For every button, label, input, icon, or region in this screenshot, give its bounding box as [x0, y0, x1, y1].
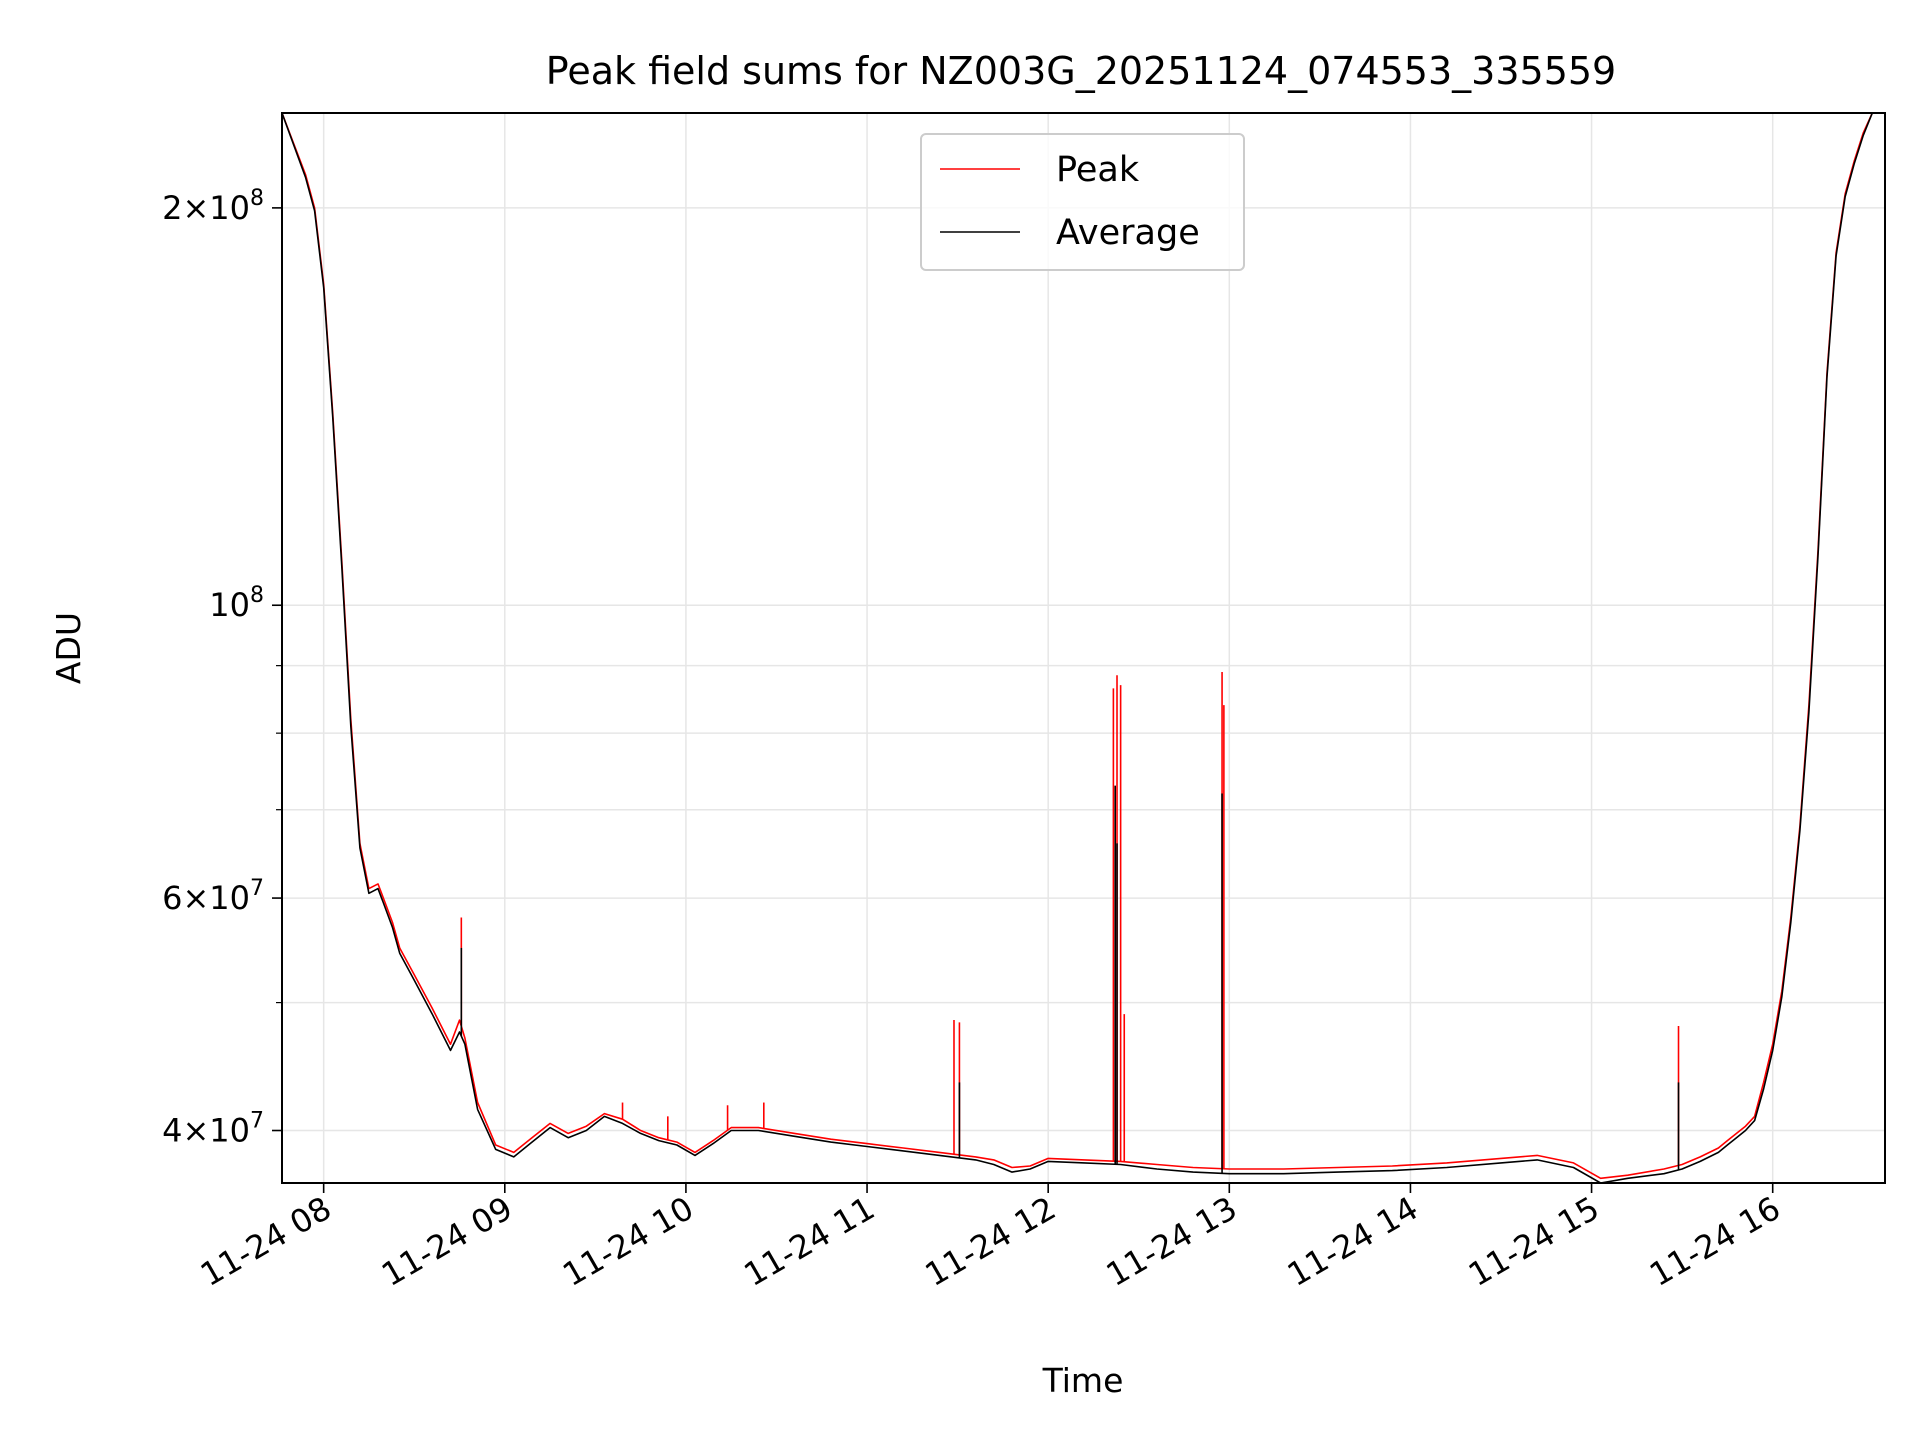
plot-area: [282, 113, 1882, 1183]
axes-frame: [281, 112, 1886, 1184]
y-tick-mantissa: 2×10: [162, 189, 250, 227]
y-tick-exponent: 7: [250, 876, 264, 901]
y-tick-exponent: 8: [250, 583, 264, 608]
grid: [282, 113, 1885, 1183]
y-tick-exponent: 7: [250, 1109, 264, 1134]
series-line-average: [282, 113, 1882, 1183]
y-tick-exponent: 8: [250, 186, 264, 211]
x-axis-label: Time: [1042, 1361, 1124, 1400]
y-tick-mantissa: 6×10: [162, 879, 250, 917]
y-tick-mantissa: 10: [209, 586, 250, 624]
legend: Peak Average: [920, 133, 1245, 271]
legend-label-average: Average: [1056, 213, 1200, 253]
y-axis-label: ADU: [49, 612, 88, 684]
y-tick-label: 6×107: [162, 876, 264, 917]
y-tick-label: 108: [209, 583, 264, 624]
series-layer: [282, 113, 1882, 1183]
y-tick-label: 4×107: [162, 1109, 264, 1150]
y-tick-mantissa: 4×10: [162, 1112, 250, 1150]
chart-title: Peak field sums for NZ003G_20251124_0745…: [546, 49, 1616, 93]
series-line-peak: [282, 113, 1882, 1180]
y-tick-label: 2×108: [162, 186, 264, 227]
legend-box: [920, 133, 1245, 271]
legend-label-peak: Peak: [1056, 150, 1140, 190]
